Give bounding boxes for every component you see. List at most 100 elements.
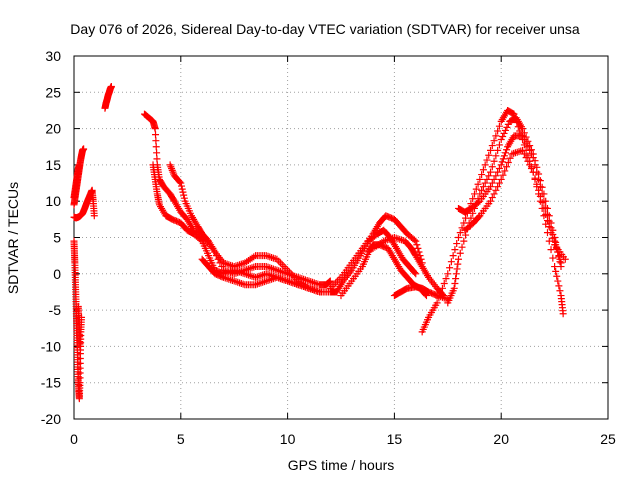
data-point bbox=[312, 287, 320, 295]
data-point bbox=[503, 163, 511, 171]
data-point bbox=[252, 273, 260, 281]
data-point bbox=[153, 149, 161, 157]
data-point bbox=[481, 179, 489, 187]
y-tick-label: 20 bbox=[45, 121, 61, 137]
data-point bbox=[527, 165, 535, 173]
data-point bbox=[248, 264, 256, 272]
data-point bbox=[250, 263, 258, 271]
data-point bbox=[237, 279, 245, 287]
data-point bbox=[529, 168, 537, 176]
data-point bbox=[497, 161, 505, 169]
data-point bbox=[474, 180, 482, 188]
data-point bbox=[540, 197, 548, 205]
data-point bbox=[326, 278, 334, 286]
data-point bbox=[469, 209, 477, 217]
data-point bbox=[520, 150, 528, 158]
data-point bbox=[80, 145, 88, 153]
x-tick-label: 15 bbox=[387, 431, 403, 447]
data-point bbox=[533, 180, 541, 188]
series-rise-4 bbox=[461, 146, 569, 263]
series-early-dip bbox=[70, 237, 85, 403]
data-point bbox=[410, 236, 418, 244]
data-point bbox=[561, 255, 569, 263]
data-point bbox=[453, 240, 461, 248]
data-point bbox=[433, 299, 441, 307]
data-point bbox=[504, 158, 512, 166]
series-early-low bbox=[70, 186, 98, 222]
data-point bbox=[230, 263, 238, 271]
data-point bbox=[252, 281, 260, 289]
data-point bbox=[275, 267, 283, 275]
data-point bbox=[513, 148, 521, 156]
data-point bbox=[494, 168, 502, 176]
data-point bbox=[485, 172, 493, 180]
data-point bbox=[447, 258, 455, 266]
data-point bbox=[152, 143, 160, 151]
data-point bbox=[495, 165, 503, 173]
data-point bbox=[444, 270, 452, 278]
x-tick-label: 20 bbox=[493, 431, 509, 447]
data-point bbox=[266, 253, 274, 261]
data-point bbox=[332, 279, 340, 287]
series-rise-3 bbox=[454, 132, 565, 267]
data-point bbox=[535, 186, 543, 194]
data-point bbox=[326, 277, 334, 285]
y-tick-label: -5 bbox=[49, 302, 62, 318]
data-point bbox=[555, 282, 563, 290]
data-point bbox=[244, 265, 252, 273]
data-point bbox=[221, 274, 229, 282]
data-point bbox=[257, 272, 265, 280]
data-point bbox=[269, 265, 277, 273]
series-early-peak bbox=[101, 82, 115, 112]
data-point bbox=[152, 137, 160, 145]
data-point bbox=[490, 190, 498, 198]
data-point bbox=[412, 270, 420, 278]
data-point bbox=[432, 291, 440, 299]
data-point bbox=[495, 141, 503, 149]
data-point bbox=[225, 261, 233, 269]
data-point bbox=[257, 279, 265, 287]
y-tick-label: 30 bbox=[45, 48, 61, 64]
series-rise-1 bbox=[418, 106, 567, 336]
y-tick-label: -20 bbox=[41, 411, 61, 427]
data-point bbox=[458, 243, 466, 251]
data-point bbox=[536, 183, 544, 191]
data-point bbox=[246, 272, 254, 280]
data-point bbox=[452, 275, 460, 283]
data-point bbox=[545, 223, 553, 231]
data-point bbox=[483, 175, 491, 183]
data-point bbox=[442, 275, 450, 283]
data-point bbox=[262, 263, 270, 271]
data-point bbox=[273, 273, 281, 281]
data-point bbox=[540, 204, 548, 212]
data-point bbox=[262, 277, 270, 285]
data-point bbox=[487, 183, 495, 191]
data-point bbox=[234, 278, 242, 286]
data-point bbox=[178, 185, 186, 193]
data-point bbox=[498, 158, 506, 166]
y-tick-label: -15 bbox=[41, 375, 61, 391]
data-point bbox=[492, 132, 500, 140]
data-point bbox=[225, 275, 233, 283]
data-point bbox=[472, 185, 480, 193]
data-point bbox=[500, 129, 508, 137]
data-point bbox=[435, 294, 443, 302]
chart-title: Day 076 of 2026, Sidereal Day-to-day VTE… bbox=[70, 21, 580, 37]
data-point bbox=[547, 246, 555, 254]
data-point bbox=[236, 261, 244, 269]
data-point bbox=[413, 241, 421, 249]
series-hump-2 bbox=[333, 226, 420, 296]
data-point bbox=[451, 279, 459, 287]
data-point bbox=[497, 175, 505, 183]
data-point bbox=[454, 260, 462, 268]
y-tick-label: 5 bbox=[53, 230, 61, 246]
data-point bbox=[264, 270, 272, 278]
data-point bbox=[153, 155, 161, 163]
data-point bbox=[519, 125, 527, 133]
data-point bbox=[556, 287, 564, 295]
data-point bbox=[483, 156, 491, 164]
data-point bbox=[278, 268, 286, 276]
data-point bbox=[411, 269, 419, 277]
data-point bbox=[479, 183, 487, 191]
data-point bbox=[246, 264, 254, 272]
